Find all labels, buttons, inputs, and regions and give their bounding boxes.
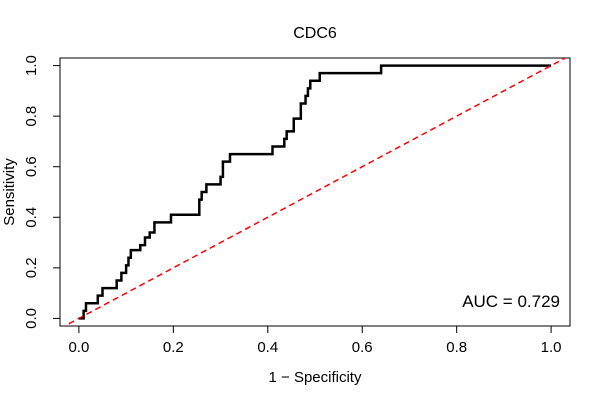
y-tick-label: 0.4 — [23, 207, 40, 228]
y-tick-label: 0.0 — [23, 308, 40, 329]
x-tick-label: 0.2 — [163, 339, 184, 356]
x-axis: 0.0 0.2 0.4 0.6 0.8 1.0 — [68, 325, 562, 356]
x-tick-label: 0.8 — [446, 339, 467, 356]
auc-annotation: AUC = 0.729 — [462, 292, 560, 311]
x-tick-label: 0.6 — [352, 339, 373, 356]
y-axis: 0.0 0.2 0.4 0.6 0.8 1.0 — [23, 55, 61, 329]
plot-frame — [59, 57, 571, 327]
chart-title: CDC6 — [293, 25, 337, 42]
y-axis-title: Sensitivity — [1, 158, 18, 226]
y-tick-label: 0.8 — [23, 106, 40, 127]
x-tick-label: 0.0 — [68, 339, 89, 356]
y-tick-label: 0.6 — [23, 156, 40, 177]
x-tick-label: 0.4 — [257, 339, 278, 356]
x-tick-label: 1.0 — [541, 339, 562, 356]
roc-curve-line — [78, 64, 552, 320]
y-tick-label: 0.2 — [23, 257, 40, 278]
reference-diagonal-line — [63, 58, 567, 326]
x-axis-title: 1 − Specificity — [269, 369, 362, 386]
series-layer — [63, 58, 567, 326]
y-tick-label: 1.0 — [23, 55, 40, 76]
